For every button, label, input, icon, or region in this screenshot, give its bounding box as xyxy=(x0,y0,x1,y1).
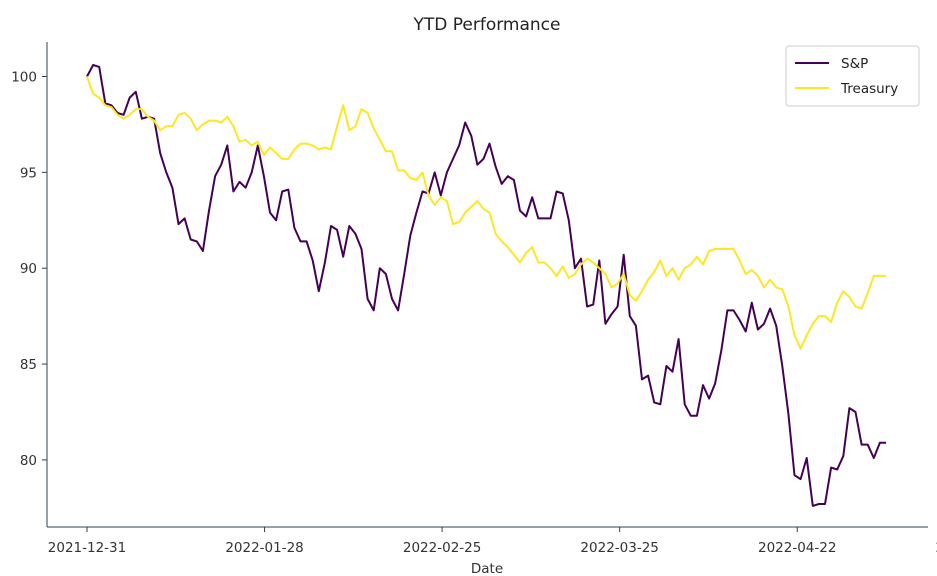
plot-area: 80 85 90 95 100 2021-12-31 2022-01-28 2022-02-… xyxy=(11,42,937,556)
chart-title: YTD Performance xyxy=(413,15,561,35)
series-layer xyxy=(87,65,886,506)
y-tick-label: 100 xyxy=(11,70,37,86)
x-axis-label: Date xyxy=(471,561,503,576)
y-axis-ticks: 80 85 90 95 100 xyxy=(11,70,47,469)
x-axis-ticks: 2021-12-31 2022-01-28 2022-02-25 2022-03-25… xyxy=(48,527,937,556)
legend-box xyxy=(786,46,919,106)
x-tick-label: 2022-04-22 xyxy=(758,540,836,556)
x-tick-label: 2021-12-31 xyxy=(48,540,126,556)
y-tick-label: 85 xyxy=(20,357,37,373)
series-line-treasury xyxy=(87,77,886,349)
x-tick-label: 2022-03-25 xyxy=(580,540,658,556)
y-tick-label: 95 xyxy=(20,165,37,181)
legend-label-treasury: Treasury xyxy=(840,81,898,97)
legend-label-sp: S&P xyxy=(841,56,868,72)
ytd-performance-chart: YTD Performance 80859095100 2021-12-31 20… xyxy=(0,0,937,576)
y-tick-label: 90 xyxy=(20,261,37,277)
y-tick-label: 80 xyxy=(20,453,37,469)
x-tick-label: 2022-02-25 xyxy=(403,540,481,556)
x-tick-label: 2022-01-28 xyxy=(225,540,303,556)
legend[interactable]: S&P Treasury xyxy=(786,46,919,106)
